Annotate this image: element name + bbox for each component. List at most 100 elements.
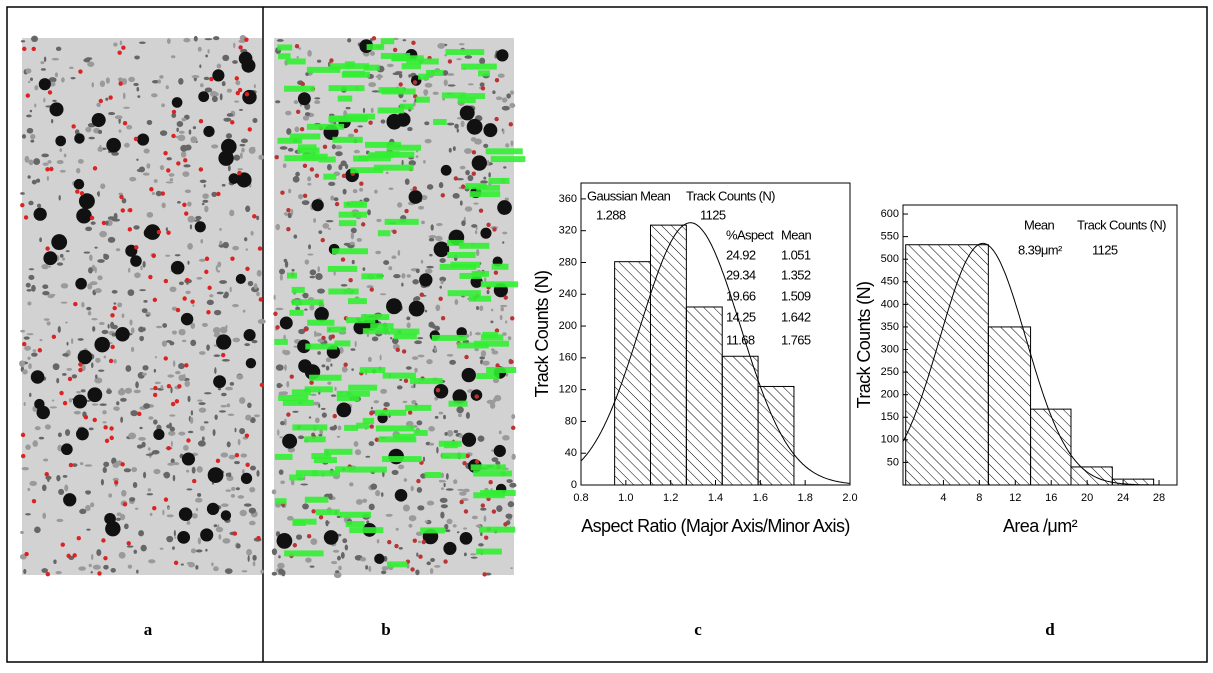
marked-dot (174, 399, 180, 404)
pit (178, 507, 193, 521)
speckle (342, 538, 348, 544)
speckle (118, 192, 123, 196)
speckle (128, 432, 137, 440)
speckle (258, 154, 264, 160)
marked-dot (198, 167, 204, 172)
speckle (362, 267, 366, 271)
speckle (501, 97, 508, 103)
speckle (287, 212, 292, 219)
speckle (122, 92, 126, 100)
speckle (153, 179, 158, 183)
speckle (129, 497, 136, 502)
speckle (356, 237, 362, 242)
speckle (34, 103, 37, 108)
speckle (70, 338, 74, 345)
marked-dot (166, 446, 171, 451)
speckle (214, 368, 217, 374)
speckle (443, 414, 446, 420)
marked-dot (126, 541, 131, 546)
marked-dot (92, 417, 97, 423)
speckle (456, 406, 464, 414)
speckle (115, 517, 121, 521)
table-cell: 29.34 (726, 267, 756, 282)
speckle (187, 215, 195, 223)
speckle (222, 538, 231, 544)
speckle (278, 268, 286, 275)
speckle (88, 136, 95, 140)
marked-dot (148, 274, 153, 280)
speckle (201, 322, 208, 328)
speckle (278, 555, 281, 559)
speckle (169, 414, 176, 417)
speckle (27, 175, 31, 179)
speckle (239, 143, 246, 147)
speckle (256, 469, 260, 477)
bar (721, 355, 759, 485)
speckle (415, 268, 420, 274)
speckle (360, 557, 367, 562)
track-id-mark (459, 272, 482, 279)
speckle (195, 565, 199, 570)
speckle (106, 389, 112, 395)
marked-dot (318, 515, 324, 520)
speckle (446, 518, 453, 525)
marked-dot (198, 118, 204, 124)
marked-dot (72, 553, 77, 558)
speckle (118, 551, 126, 559)
track-id-mark (289, 309, 304, 316)
marked-dot (412, 538, 417, 543)
marked-dot (21, 453, 26, 459)
speckle (135, 381, 139, 389)
speckle (170, 458, 175, 464)
speckle (435, 235, 443, 242)
marked-dot (435, 387, 441, 393)
track-id-mark (304, 386, 333, 393)
table-cell: 1.642 (781, 309, 811, 324)
track-id-mark (358, 155, 391, 162)
marked-dot (176, 161, 181, 166)
speckle (237, 168, 243, 171)
speckle (241, 570, 248, 573)
speckle (398, 546, 403, 550)
marked-dot (230, 256, 235, 261)
speckle (479, 356, 485, 360)
speckle (216, 63, 222, 69)
speckle (511, 413, 516, 420)
speckle (59, 148, 63, 152)
speckle (55, 46, 62, 51)
speckle (484, 277, 487, 283)
speckle (475, 332, 481, 336)
panel-label: a (144, 620, 153, 639)
speckle (456, 58, 462, 61)
speckle (277, 562, 285, 569)
pit (75, 277, 87, 290)
pit (471, 155, 487, 171)
speckle (159, 165, 165, 171)
pit (144, 224, 161, 240)
speckle (159, 547, 164, 550)
speckle (505, 513, 513, 519)
speckle (187, 242, 193, 250)
pit (459, 105, 475, 121)
marked-dot (171, 109, 177, 115)
speckle (366, 333, 370, 338)
speckle (397, 250, 401, 256)
speckle (76, 167, 81, 174)
speckle (313, 218, 317, 223)
speckle (507, 336, 512, 341)
track-id-mark (297, 147, 320, 154)
speckle (368, 441, 375, 447)
speckle (111, 151, 119, 156)
track-id-mark (304, 496, 329, 503)
marked-dot (471, 150, 477, 155)
track-id-mark (468, 295, 492, 302)
marked-dot (359, 181, 364, 186)
speckle (45, 475, 52, 480)
speckle (211, 562, 214, 567)
speckle (121, 197, 127, 204)
speckle (343, 242, 350, 246)
speckle (405, 366, 412, 370)
track-id-mark (382, 372, 416, 379)
speckle (439, 285, 442, 289)
speckle (227, 165, 231, 172)
